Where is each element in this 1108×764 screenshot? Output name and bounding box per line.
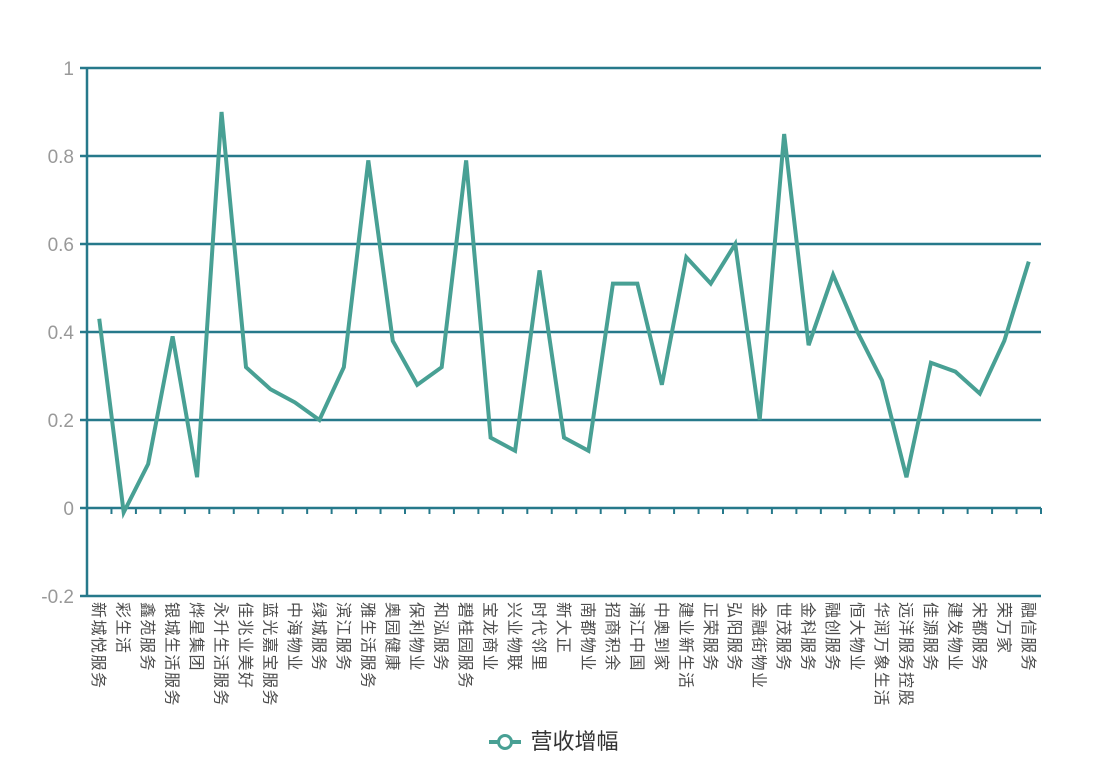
y-axis-label: 0	[63, 499, 74, 520]
x-axis-label: 远洋服务控股	[896, 602, 914, 707]
y-axis-label: 1	[63, 59, 74, 80]
x-axis-label: 永升生活服务	[212, 602, 230, 707]
legend-circle-icon	[497, 734, 514, 750]
series-line[interactable]	[97, 111, 1031, 520]
x-axis-label: 华润万象生活	[872, 602, 890, 707]
x-axis-label: 金科服务	[799, 602, 817, 672]
legend-label: 营收增幅	[530, 729, 619, 754]
x-axis-label: 银城生活服务	[163, 602, 181, 707]
y-axis-label: 0.2	[48, 411, 74, 432]
x-axis-label: 绿城服务	[309, 602, 327, 672]
x-axis-label: 融信服务	[1019, 602, 1037, 672]
x-axis-label: 和泓服务	[432, 602, 450, 672]
x-axis-label: 雅生活服务	[358, 602, 376, 690]
x-axis-label: 宋都服务	[970, 602, 988, 672]
y-axis-label: 0.8	[48, 147, 74, 168]
y-axis-label: -0.2	[41, 587, 74, 608]
x-axis-label: 时代邻里	[530, 602, 548, 672]
x-axis-label: 奥园健康	[383, 602, 401, 672]
x-axis-label: 浦江中国	[627, 602, 645, 672]
x-axis-label: 中海物业	[285, 602, 303, 672]
x-axis-label: 兴业物联	[505, 602, 523, 672]
x-axis-label: 南都物业	[578, 602, 596, 672]
x-axis-label: 建业新生活	[676, 602, 694, 690]
y-axis-label: 0.6	[48, 235, 74, 256]
x-axis-label: 宝龙商业	[481, 602, 499, 672]
x-axis-label: 弘阳服务	[725, 602, 743, 672]
x-axis-label: 正荣服务	[701, 602, 719, 672]
x-axis-label: 佳兆业美好	[236, 602, 254, 690]
x-axis-label: 恒大物业	[848, 602, 866, 672]
x-axis-label: 世茂服务	[774, 602, 792, 672]
x-axis-label: 鑫苑服务	[138, 602, 157, 672]
x-axis-label: 佳源服务	[921, 602, 939, 672]
x-axis-label: 新城悦服务	[89, 602, 107, 690]
x-axis-label: 金融街物业	[750, 602, 768, 690]
legend[interactable]: 营收增幅	[0, 731, 1108, 753]
legend-line-marker	[489, 733, 522, 751]
x-axis-label: 彩生活	[114, 602, 132, 655]
x-axis-label: 建发物业	[945, 602, 963, 672]
x-axis-label: 保利物业	[407, 602, 425, 672]
x-axis-label: 滨江服务	[334, 602, 352, 672]
x-axis-label: 中奥到家	[652, 602, 670, 672]
x-axis-label: 烨星集团	[187, 602, 205, 672]
x-axis-label: 荣万家	[994, 602, 1012, 655]
x-axis-label: 碧桂园服务	[456, 602, 474, 690]
x-axis-label: 招商积余	[603, 602, 622, 672]
x-axis-label: 蓝光嘉宝服务	[260, 602, 278, 707]
y-axis-label: 0.4	[48, 323, 75, 344]
x-axis-label: 融创服务	[823, 602, 841, 672]
x-axis-label: 新大正	[554, 602, 572, 655]
